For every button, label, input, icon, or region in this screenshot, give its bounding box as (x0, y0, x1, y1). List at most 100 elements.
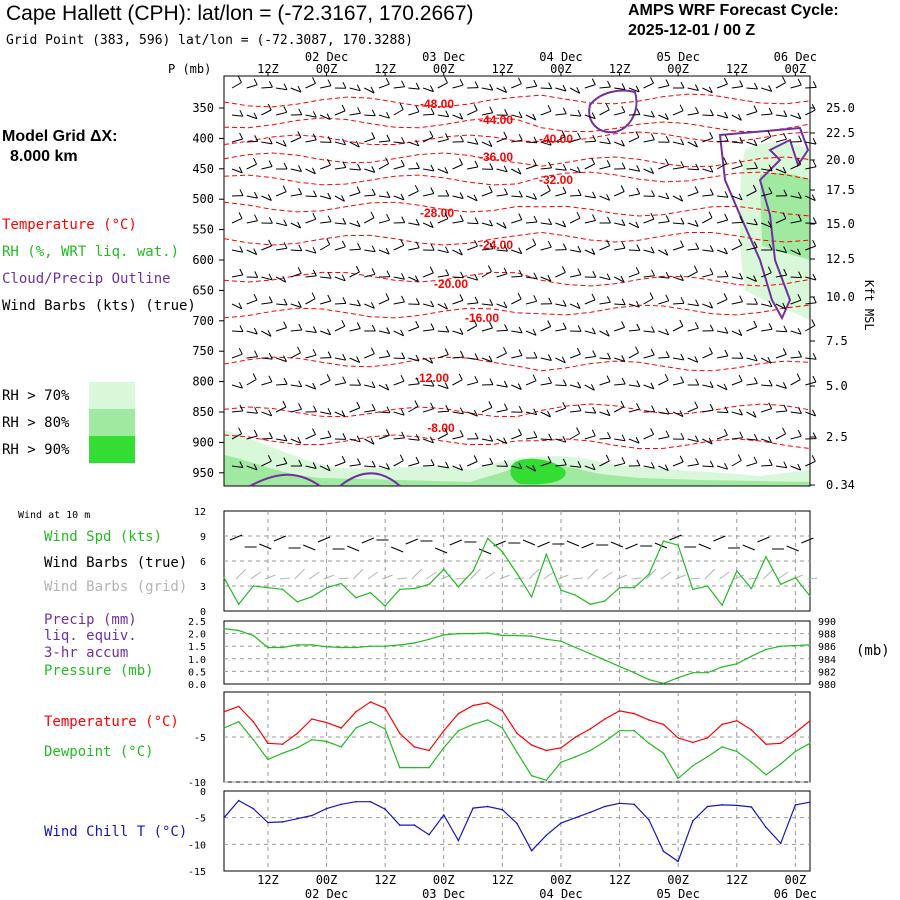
wind-barb-flag (370, 86, 375, 94)
pressure-tick-label: 950 (192, 466, 214, 480)
wind-barb-flag (636, 244, 641, 251)
wind-barb-shaft (761, 222, 772, 228)
wind-barb-shaft (525, 300, 537, 305)
wind-barb-shaft (540, 190, 551, 197)
bottom-time-label: 12Z (609, 873, 631, 887)
wind-barb-flag (474, 296, 479, 304)
wind-barb-shaft (672, 276, 684, 282)
wind-barb-flag (504, 244, 508, 252)
wind-barb-flag (459, 294, 464, 301)
wind-barb-flag (679, 410, 684, 417)
wind-barb-shaft (231, 410, 243, 413)
wind-barb-flag (327, 215, 332, 222)
wind-barb-shaft (261, 245, 272, 251)
wind-barb-flag (783, 110, 788, 117)
wind-barb-flag (621, 83, 626, 90)
wind-barb-flag (282, 185, 287, 192)
wind-barb-shaft (643, 330, 655, 333)
wind-barb-flag (709, 267, 714, 275)
wind-barb-flag (430, 164, 435, 172)
wind-barb-flag (577, 404, 582, 411)
wind-barb-flag (489, 299, 494, 306)
wind-barb-flag (533, 431, 538, 438)
wind-chill-point (560, 822, 562, 824)
wind-barb-flag (606, 296, 611, 303)
height-tick-label: 15.0 (826, 217, 855, 231)
wind-barb-flag (357, 458, 361, 465)
surface-wind-barb (669, 534, 682, 541)
wind-barb-shaft (643, 249, 655, 254)
wind-barb-shaft (525, 85, 537, 89)
surface-wind-barb-grid (265, 574, 276, 580)
wind-barb-flag (547, 240, 552, 248)
wind-barb-shaft (555, 407, 566, 413)
wind-barb-flag (386, 191, 391, 198)
wind-barb-flag (414, 275, 419, 282)
wind-barb-shaft (687, 248, 699, 251)
temperature-contour (223, 356, 811, 372)
wind-speed-point (311, 596, 313, 598)
wind-barb-shaft (716, 249, 728, 255)
wind-chill-point (633, 803, 635, 806)
wind-barb-shaft (422, 408, 434, 413)
wind-barb-shaft (599, 195, 610, 201)
wind-barb-flag (401, 352, 406, 359)
wind-barb-flag (738, 238, 743, 246)
wind-barb-shaft (511, 195, 523, 198)
wind-barb-flag (812, 353, 817, 360)
wind-barb-shaft (320, 195, 331, 200)
wind-barb-flag (415, 354, 420, 362)
pressure-point (399, 644, 401, 646)
wind-barb-shaft (790, 163, 801, 170)
temperature-point (311, 718, 313, 720)
wind-barb-shaft (555, 113, 567, 116)
wind-barb-flag (430, 300, 435, 308)
wind-barb-shaft (275, 111, 287, 116)
wind-barb-flag (738, 408, 743, 416)
wind-barb-shaft (569, 138, 581, 143)
wind-barb-flag (313, 405, 317, 413)
wind-barb-shaft (570, 114, 582, 117)
pressure-tick-label: 450 (192, 162, 214, 176)
wind-barb-flag (503, 86, 508, 93)
wind-barb-shaft (555, 328, 567, 332)
wind-barb-shaft (511, 330, 523, 334)
wind-barb-shaft (731, 437, 743, 440)
wind-barb-shaft (511, 465, 523, 470)
temperature-contour-label: -20.00 (434, 277, 468, 291)
wind-barb-shaft (658, 195, 670, 200)
wind-barb-flag (283, 242, 288, 249)
wind-chill-point (574, 816, 577, 819)
dewpoint-point (706, 756, 709, 758)
wind-barb-flag (620, 400, 625, 408)
wind-barb-flag (752, 184, 757, 192)
surface-wind-barb-grid (528, 568, 540, 580)
wind-barb-flag (267, 194, 272, 201)
wind-barb-shaft (525, 465, 536, 472)
wind-barb-shaft (305, 249, 317, 254)
dewpoint-line (223, 719, 811, 781)
wind-barb-shaft (290, 193, 302, 197)
wind-barb-flag (474, 138, 479, 145)
wind-barb-shaft (658, 276, 670, 279)
wind-barb-shaft (775, 433, 786, 440)
surface-wind-barb-grid (543, 571, 554, 580)
pressure-unit-label: (mb) (856, 643, 890, 659)
wind-barb-flag (489, 219, 493, 227)
bottom-time-label: 12Z (374, 873, 396, 887)
wind-barb-flag (445, 246, 449, 253)
dewpoint-point (809, 742, 811, 745)
wind-barb-flag (650, 133, 655, 140)
wind-barb-flag (458, 248, 463, 256)
surface-wind-barb (757, 536, 770, 543)
legend-temperature-2m: Temperature (°C) (44, 714, 179, 730)
wind-barb-flag (371, 268, 376, 275)
pressure-point (443, 634, 445, 636)
wind-barb-shaft (422, 193, 434, 197)
wind-barb-shaft (393, 301, 405, 305)
surface-wind-barb-grid (777, 571, 789, 580)
wind-barb-shaft (643, 433, 654, 440)
surface-wind-barb (273, 535, 287, 542)
wind-barb-flag (415, 320, 420, 328)
wind-barb-shaft (246, 249, 257, 256)
